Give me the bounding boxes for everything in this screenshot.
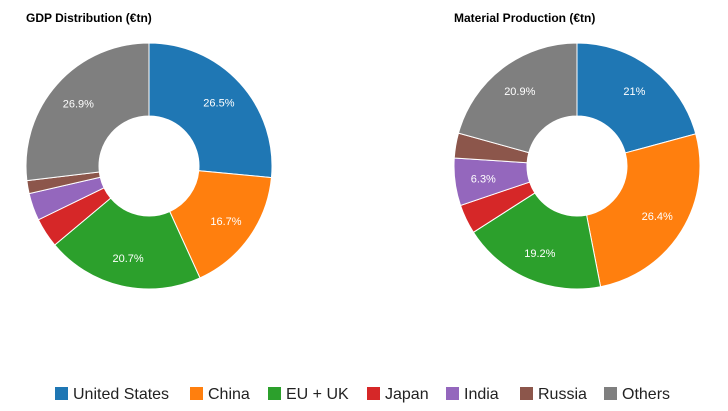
slice-china bbox=[169, 170, 272, 279]
legend-label-russia: Russia bbox=[538, 386, 587, 403]
legend-swatch-china bbox=[190, 387, 203, 400]
legend-label-united-states: United States bbox=[73, 386, 169, 403]
chart-title: Material Production (€tn) bbox=[454, 11, 595, 25]
slice-label-others: 26.9% bbox=[63, 98, 94, 110]
slices bbox=[25, 42, 273, 290]
legend-swatch-russia bbox=[520, 387, 533, 400]
legend-label-eu-uk: EU + UK bbox=[286, 386, 349, 403]
legend-label-india: India bbox=[464, 386, 499, 403]
slice-united-states bbox=[148, 42, 273, 179]
legend-swatch-united-states bbox=[55, 387, 68, 400]
legend-swatch-japan bbox=[367, 387, 380, 400]
slices bbox=[453, 42, 701, 290]
slice-label-china: 26.4% bbox=[642, 211, 673, 223]
slice-labels: 21% 26.4% 19.2% 6.3% 20.9% bbox=[471, 86, 673, 260]
slice-eu-uk bbox=[472, 192, 602, 290]
slice-labels: 26.5% 16.7% 20.7% 26.9% bbox=[63, 97, 242, 265]
gdp-donut-chart: GDP Distribution (€tn) 26.5%16.7%20.7%26… bbox=[25, 11, 273, 290]
slice-united-states bbox=[576, 42, 697, 154]
slice-label-eu-uk: 19.2% bbox=[524, 248, 555, 260]
legend-swatch-india bbox=[446, 387, 459, 400]
slice-china bbox=[585, 133, 701, 288]
legend-label-japan: Japan bbox=[385, 386, 429, 403]
legend-label-others: Others bbox=[622, 386, 670, 403]
legend-label-china: China bbox=[208, 386, 250, 403]
chart-title: GDP Distribution (€tn) bbox=[26, 11, 152, 25]
legend-swatch-others bbox=[604, 387, 617, 400]
slice-others bbox=[25, 42, 150, 182]
slice-label-united-states: 26.5% bbox=[203, 97, 234, 109]
legend-swatch-eu-uk bbox=[268, 387, 281, 400]
slice-label-china: 16.7% bbox=[210, 216, 241, 228]
slice-label-eu-uk: 20.7% bbox=[112, 253, 143, 265]
slice-label-others: 20.9% bbox=[504, 86, 535, 98]
slice-others bbox=[457, 42, 578, 154]
slice-label-india: 6.3% bbox=[471, 173, 496, 185]
slice-label-united-states: 21% bbox=[623, 86, 645, 98]
material-donut-chart: Material Production (€tn) 21% 26.4% 19.2% 6… bbox=[453, 11, 701, 290]
slice-eu-uk bbox=[54, 197, 201, 290]
legend: United States China EU + UK Japan India Russi… bbox=[55, 386, 670, 403]
